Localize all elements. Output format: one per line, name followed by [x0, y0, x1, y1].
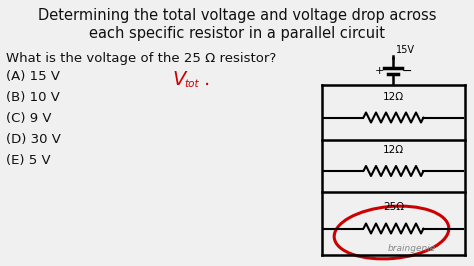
Text: 15V: 15V — [396, 45, 415, 55]
Text: each specific resistor in a parallel circuit: each specific resistor in a parallel cir… — [89, 26, 385, 41]
Text: What is the voltage of the 25 Ω resistor?: What is the voltage of the 25 Ω resistor… — [6, 52, 276, 65]
Text: (C) 9 V: (C) 9 V — [6, 112, 52, 125]
Text: 25Ω: 25Ω — [383, 202, 404, 213]
Text: +: + — [374, 66, 383, 76]
Text: Determining the total voltage and voltage drop across: Determining the total voltage and voltag… — [38, 8, 436, 23]
Text: V: V — [172, 70, 185, 89]
Text: (E) 5 V: (E) 5 V — [6, 154, 51, 167]
Text: .: . — [204, 70, 210, 89]
Text: 12Ω: 12Ω — [383, 145, 404, 155]
Text: 12Ω: 12Ω — [383, 92, 404, 102]
Text: (D) 30 V: (D) 30 V — [6, 133, 61, 146]
Text: tot: tot — [184, 79, 199, 89]
Text: −: − — [402, 64, 412, 77]
Text: (B) 10 V: (B) 10 V — [6, 91, 60, 104]
Text: braingenie: braingenie — [387, 244, 436, 253]
Text: (A) 15 V: (A) 15 V — [6, 70, 60, 83]
